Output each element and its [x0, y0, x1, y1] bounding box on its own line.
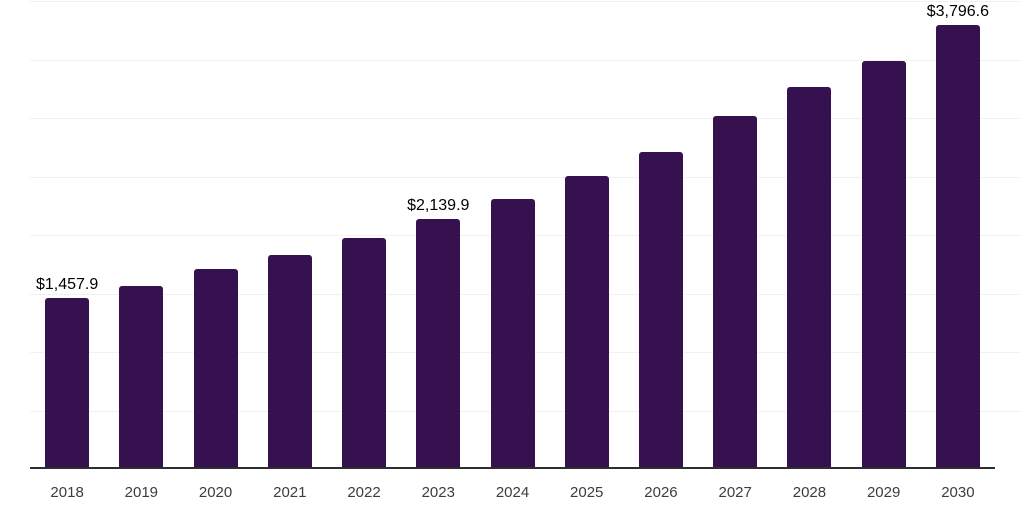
gridline-3000	[30, 118, 1020, 119]
gridline-4000	[30, 1, 1020, 2]
x-axis-label-2018: 2018	[50, 484, 84, 501]
gridline-2500	[30, 176, 1020, 178]
x-axis-label-2019: 2019	[124, 484, 159, 501]
x-axis-label-2027: 2027	[718, 484, 752, 501]
x-axis-label-2026: 2026	[644, 484, 678, 501]
x-axis-label-2029: 2029	[866, 484, 901, 501]
value-label-2030: $3,796.6	[926, 2, 990, 20]
x-axis-label-2021: 2021	[273, 484, 307, 501]
x-axis-label-2025: 2025	[570, 484, 604, 501]
bar-2021	[267, 254, 312, 469]
bar-2019	[119, 285, 164, 469]
x-axis-line	[30, 467, 995, 469]
x-axis-label-2024: 2024	[495, 484, 530, 501]
bar-2023	[416, 218, 461, 469]
bar-2020	[193, 268, 238, 469]
x-axis-label-2030: 2030	[941, 484, 975, 501]
bar-2025	[564, 175, 609, 469]
bar-2027	[713, 116, 758, 469]
bar-2026	[638, 151, 683, 469]
bar-2029	[861, 60, 906, 469]
bar-2024	[490, 198, 535, 469]
x-axis-label-2023: 2023	[421, 484, 455, 501]
bar-2018	[45, 298, 90, 469]
x-axis-label-2028: 2028	[792, 484, 827, 501]
value-label-2023: $2,139.9	[407, 196, 470, 214]
x-axis-label-2020: 2020	[198, 484, 233, 501]
bar-2030	[935, 24, 980, 469]
x-axis-label-2022: 2022	[347, 484, 381, 501]
value-label-2018: $1,457.9	[35, 276, 99, 294]
gridline-3500	[30, 59, 1020, 61]
bar-2028	[787, 87, 832, 469]
bar-2022	[342, 237, 387, 469]
